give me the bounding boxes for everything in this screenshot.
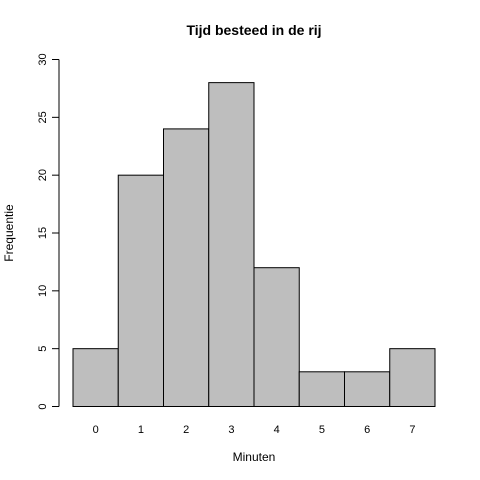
bar-3: [208, 82, 255, 407]
bar-6: [344, 371, 391, 407]
bar-4: [253, 267, 300, 408]
bar-7: [389, 348, 436, 408]
y-tick-label-15: 15: [37, 227, 49, 239]
x-tick-label-6: 6: [364, 424, 370, 436]
x-tick-label-3: 3: [228, 424, 234, 436]
x-axis-label: Minuten: [233, 450, 276, 464]
bar-2: [163, 128, 210, 407]
y-tick-label-0: 0: [37, 403, 49, 409]
x-axis-labels: 0 1 2 3 4 5 6 7: [93, 424, 416, 436]
x-tick-label-7: 7: [409, 424, 415, 436]
x-tick-label-4: 4: [274, 424, 280, 436]
y-tick-label-10: 10: [37, 285, 49, 297]
x-tick-label-5: 5: [319, 424, 325, 436]
bar-0: [72, 348, 119, 408]
bar-5: [298, 371, 345, 407]
y-tick-label-25: 25: [37, 111, 49, 123]
chart-title: Tijd besteed in de rij: [186, 22, 321, 38]
bar-1: [117, 174, 164, 407]
y-tick-label-5: 5: [37, 346, 49, 352]
x-tick-label-0: 0: [93, 424, 99, 436]
y-axis: 0 5 10 15 20 25 30: [37, 53, 60, 410]
bars-group: [72, 82, 436, 408]
x-tick-label-2: 2: [183, 424, 189, 436]
x-tick-label-1: 1: [138, 424, 144, 436]
y-axis-label: Frequentie: [2, 204, 16, 262]
y-tick-label-20: 20: [37, 169, 49, 181]
y-tick-label-30: 30: [37, 53, 49, 65]
